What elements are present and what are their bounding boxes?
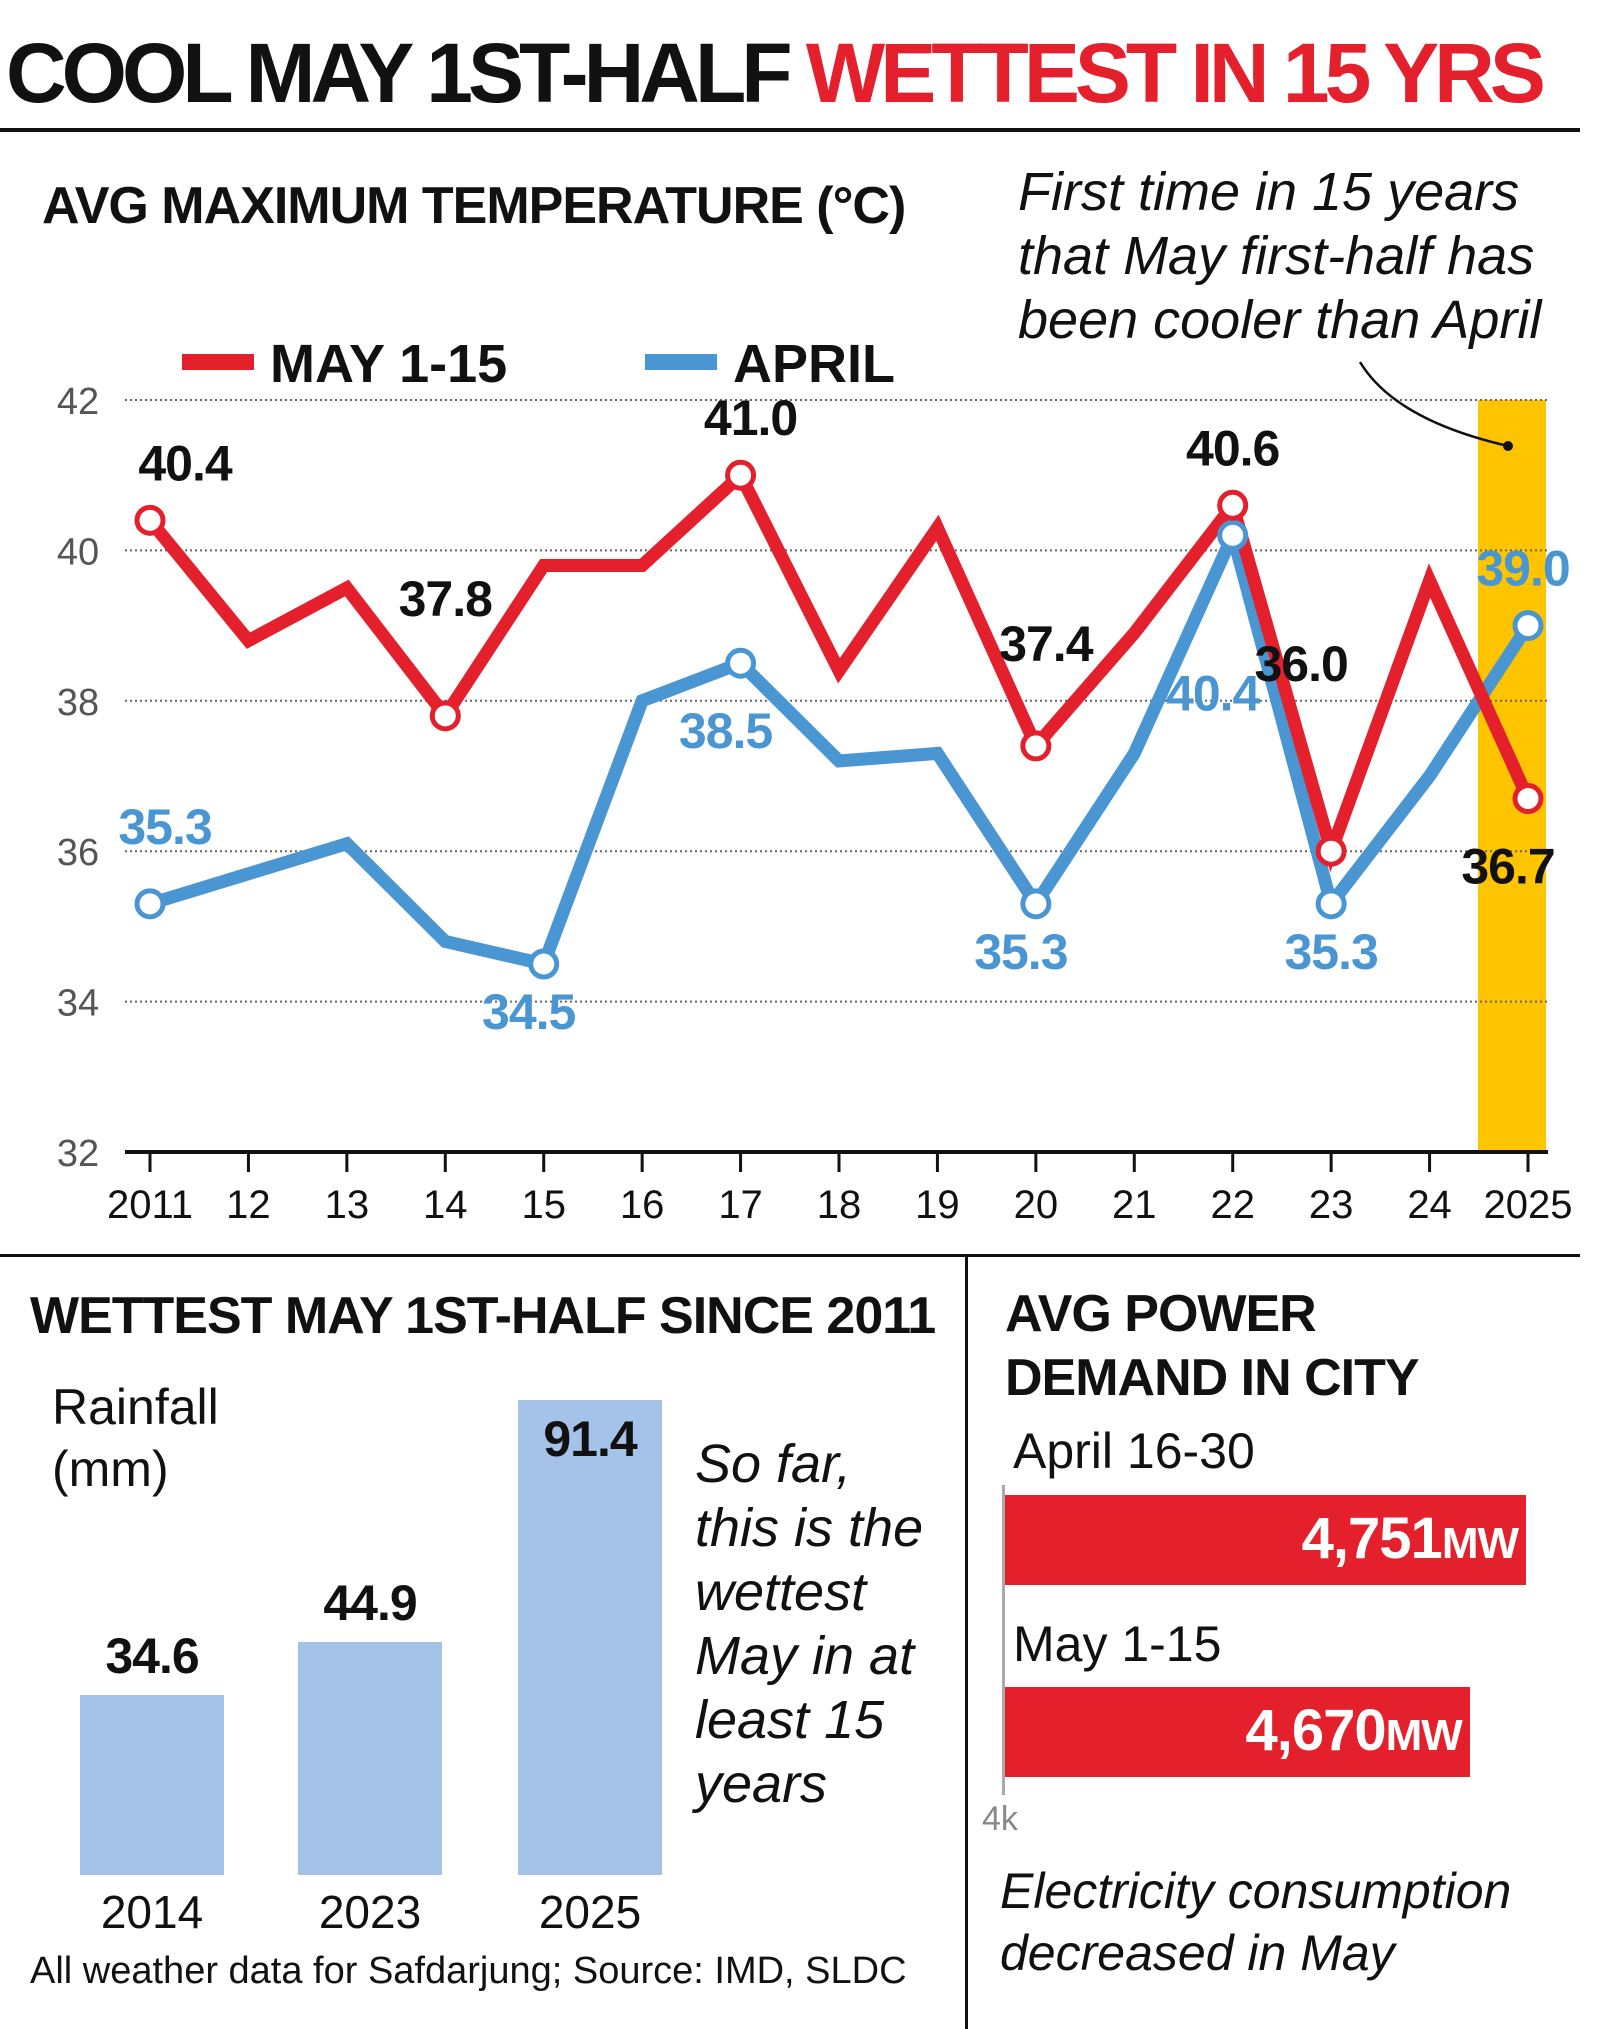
annotation-leader — [1358, 361, 1509, 448]
data-label-april: 40.4 — [1166, 665, 1261, 721]
rain-category-label: 2023 — [318, 1886, 422, 1938]
data-label-april: 35.3 — [118, 799, 211, 855]
data-point-marker — [1217, 519, 1249, 551]
temperature-title: AVG MAXIMUM TEMPERATURE (°C) — [42, 177, 906, 235]
y-tick-label: 32 — [57, 1133, 99, 1175]
power-category-label: May 1-15 — [1013, 1616, 1222, 1672]
power-category-label: April 16-30 — [1013, 1423, 1255, 1479]
data-point-marker — [528, 948, 560, 980]
rain-value-label: 91.4 — [543, 1411, 637, 1467]
y-tick-label: 40 — [57, 531, 99, 573]
x-tick-label: 19 — [915, 1183, 960, 1227]
x-tick-label: 15 — [521, 1183, 566, 1227]
data-point-marker — [1512, 783, 1544, 815]
x-tick-label: 16 — [620, 1183, 665, 1227]
data-point-marker — [725, 647, 757, 679]
rain-note: So far, this is the wettest May in at le… — [695, 1434, 924, 1814]
data-label-may: 36.0 — [1254, 636, 1347, 692]
data-point-marker — [1315, 835, 1347, 867]
power-note: Electricity consumption decreased in May — [1000, 1863, 1512, 1981]
data-label-may: 41.0 — [704, 390, 797, 446]
x-tick-label: 18 — [817, 1183, 862, 1227]
data-point-marker — [134, 504, 166, 536]
rain-bar-chart: 34.6 2014 44.9 2023 91.4 2025 — [80, 1400, 662, 1938]
x-tick-label: 17 — [718, 1183, 763, 1227]
data-label-april: 34.5 — [482, 984, 576, 1040]
x-tick-label: 22 — [1210, 1183, 1255, 1227]
data-point-marker — [1512, 610, 1544, 642]
rain-title: WETTEST MAY 1ST-HALF SINCE 2011 — [30, 1287, 936, 1345]
x-tick-label: 20 — [1014, 1183, 1059, 1227]
power-value-unit: MW — [1385, 1711, 1463, 1760]
power-bar: 4,670MW — [1005, 1687, 1470, 1777]
headline-rule — [0, 128, 1580, 132]
x-tick-label: 2011 — [107, 1183, 193, 1227]
x-tick-label: 14 — [423, 1183, 468, 1227]
power-value-label: 4,670MW — [1245, 1697, 1463, 1764]
mid-rule — [0, 1254, 1580, 1257]
data-label-april: 38.5 — [679, 703, 773, 759]
x-tick-label: 23 — [1309, 1183, 1354, 1227]
x-tick-label: 12 — [226, 1183, 271, 1227]
y-tick-label: 42 — [57, 381, 99, 423]
headline: COOL MAY 1ST-HALF WETTEST IN 15 YRS — [6, 18, 1546, 128]
rain-value-label: 34.6 — [105, 1628, 199, 1685]
headline-part1: COOL MAY 1ST-HALF — [6, 26, 806, 120]
x-tick-label: 24 — [1407, 1183, 1452, 1227]
data-label-may: 36.7 — [1461, 839, 1554, 895]
data-label-may: 37.8 — [399, 571, 493, 627]
annotation-dot — [1503, 441, 1513, 451]
power-axis-tick: 4k — [982, 1800, 1018, 1838]
data-label-april: 35.3 — [1284, 924, 1377, 980]
temperature-note: First time in 15 years that May first-ha… — [1018, 162, 1542, 350]
legend-label: MAY 1-15 — [270, 334, 507, 394]
power-axis-line — [1002, 1485, 1005, 1795]
series-line-may — [143, 464, 1535, 873]
y-tick-label: 38 — [57, 682, 99, 724]
data-point-marker — [1020, 730, 1052, 762]
x-tick-label: 13 — [325, 1183, 370, 1227]
power-bar: 4,751MW — [1005, 1495, 1526, 1585]
rain-value-label: 44.9 — [323, 1574, 417, 1631]
rain-bar — [518, 1400, 662, 1875]
data-point-marker — [1020, 888, 1052, 920]
x-tick-label: 21 — [1112, 1183, 1157, 1227]
data-label-april: 39.0 — [1476, 541, 1569, 597]
rain-bar — [80, 1695, 224, 1875]
rain-category-label: 2014 — [100, 1886, 204, 1938]
data-point-marker — [1217, 489, 1249, 521]
x-tick-label: 2025 — [1484, 1183, 1573, 1227]
panel-divider — [965, 1257, 968, 2029]
source-footer: All weather data for Safdarjung; Source:… — [30, 1950, 907, 1992]
rain-category-label: 2025 — [538, 1886, 642, 1938]
data-label-may: 40.6 — [1186, 420, 1279, 476]
data-point-marker — [134, 888, 166, 920]
legend-label: APRIL — [733, 334, 895, 394]
data-label-may: 40.4 — [138, 435, 233, 491]
power-bar-chart: 4k April 16-30 4,751MW May 1-15 4,670MW — [968, 0, 1600, 2029]
data-point-marker — [429, 700, 461, 732]
headline-part2: WETTEST IN 15 YRS — [805, 26, 1546, 120]
power-value-number: 4,670 — [1245, 1698, 1386, 1763]
power-value-label: 4,751MW — [1301, 1505, 1519, 1572]
y-tick-label: 36 — [57, 832, 99, 874]
y-tick-label: 34 — [57, 983, 99, 1025]
data-point-marker — [1315, 888, 1347, 920]
series-line-april — [143, 516, 1535, 972]
power-title: AVG POWER DEMAND IN CITY — [1005, 1285, 1420, 1407]
rain-bar — [298, 1641, 442, 1875]
power-value-number: 4,751 — [1301, 1506, 1443, 1571]
data-label-may: 37.4 — [999, 616, 1094, 672]
rain-axis-label: Rainfall (mm) — [52, 1379, 219, 1497]
power-value-unit: MW — [1441, 1519, 1519, 1568]
data-point-marker — [725, 459, 757, 491]
data-label-april: 35.3 — [974, 924, 1067, 980]
